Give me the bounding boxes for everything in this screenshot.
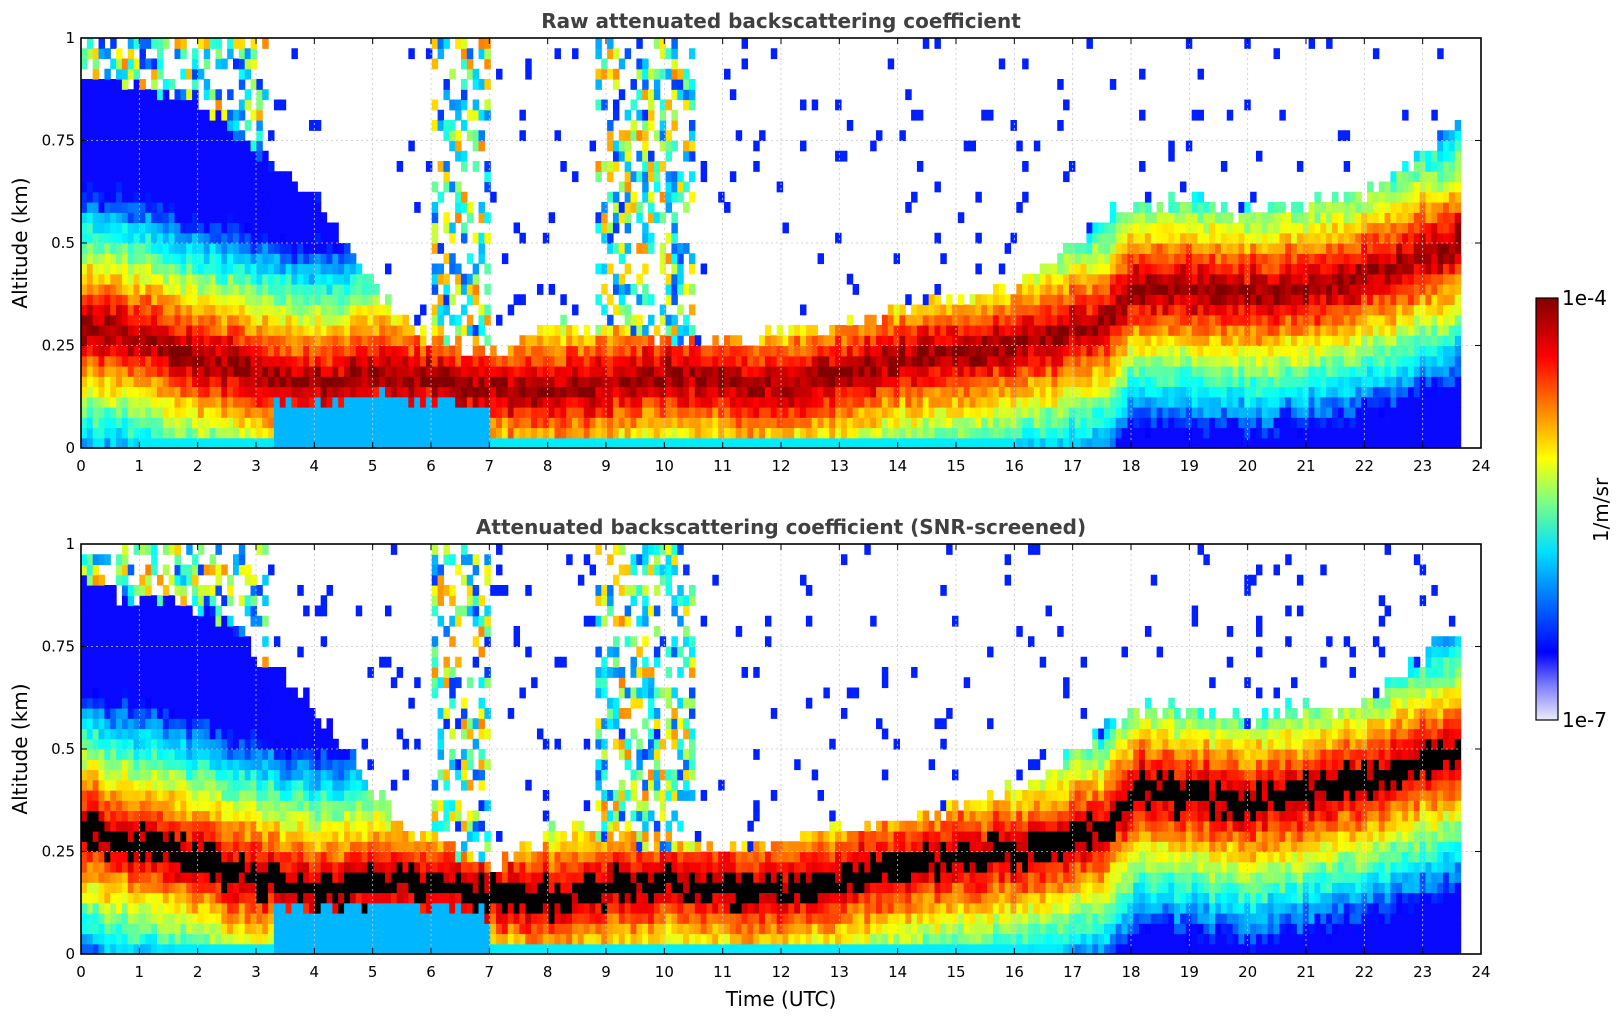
x-tick-label: 10 xyxy=(655,963,674,981)
y-tick-label: 0 xyxy=(65,945,75,963)
x-tick-label: 11 xyxy=(713,963,732,981)
colorbar-max-label: 1e-4 xyxy=(1562,286,1607,310)
x-tick-label: 11 xyxy=(713,457,732,475)
gridlines xyxy=(81,544,1481,954)
x-tick-label: 23 xyxy=(1413,963,1432,981)
y-tick-label: 0 xyxy=(65,439,75,457)
colorbar-gradient xyxy=(1535,297,1559,721)
y-tick-label: 1 xyxy=(65,535,75,553)
x-axis: 0 1 2 3 4 5 6 7 8 9 10 11 12 13 14 15 16 17 18 19 20 21 22 23 24 xyxy=(76,544,1491,981)
y-axis-label: Altitude (km) xyxy=(8,177,32,308)
x-tick-label: 24 xyxy=(1471,457,1490,475)
x-tick-label: 7 xyxy=(485,457,495,475)
y-axis: 0 0.25 0.5 0.75 1 xyxy=(42,535,1481,963)
x-tick-label: 1 xyxy=(135,963,145,981)
chart-title: Raw attenuated backscattering coefficien… xyxy=(541,9,1021,33)
x-axis-label: Time (UTC) xyxy=(725,987,837,1011)
x-tick-label: 6 xyxy=(426,963,436,981)
y-tick-label: 0.25 xyxy=(42,337,75,355)
x-tick-label: 10 xyxy=(655,457,674,475)
colorbar-label: 1/m/sr xyxy=(1589,477,1613,542)
y-axis: 0 0.25 0.5 0.75 1 xyxy=(42,29,1481,457)
panel-screened: Attenuated backscattering coefficient (S… xyxy=(8,515,1491,1011)
x-tick-label: 5 xyxy=(368,457,378,475)
x-tick-label: 2 xyxy=(193,457,203,475)
x-tick-label: 7 xyxy=(485,963,495,981)
x-tick-label: 14 xyxy=(888,963,907,981)
x-tick-label: 15 xyxy=(946,457,965,475)
x-tick-label: 8 xyxy=(543,457,553,475)
x-tick-label: 4 xyxy=(310,457,320,475)
x-tick-label: 3 xyxy=(251,457,261,475)
x-tick-label: 5 xyxy=(368,963,378,981)
x-tick-label: 19 xyxy=(1180,457,1199,475)
x-tick-label: 3 xyxy=(251,963,261,981)
panel-raw: Raw attenuated backscattering coefficien… xyxy=(8,9,1491,475)
x-axis: 0 1 2 3 4 5 6 7 8 9 10 11 12 13 14 15 16 17 18 19 20 21 22 23 24 xyxy=(76,38,1491,475)
x-tick-label: 13 xyxy=(830,457,849,475)
x-tick-label: 24 xyxy=(1471,963,1490,981)
x-tick-label: 19 xyxy=(1180,963,1199,981)
y-tick-label: 0.5 xyxy=(51,234,75,252)
x-tick-label: 18 xyxy=(1121,457,1140,475)
x-tick-label: 14 xyxy=(888,457,907,475)
y-tick-label: 0.25 xyxy=(42,843,75,861)
x-tick-label: 20 xyxy=(1238,963,1257,981)
x-tick-label: 4 xyxy=(310,963,320,981)
x-tick-label: 1 xyxy=(135,457,145,475)
x-tick-label: 21 xyxy=(1296,963,1315,981)
heatmap-image xyxy=(81,544,1462,954)
x-tick-label: 12 xyxy=(771,457,790,475)
y-tick-label: 0.75 xyxy=(42,638,75,656)
x-tick-label: 17 xyxy=(1063,457,1082,475)
x-tick-label: 2 xyxy=(193,963,203,981)
x-tick-label: 9 xyxy=(601,963,611,981)
colorbar: 1e-4 1e-7 1/m/sr xyxy=(1535,286,1613,732)
x-tick-label: 13 xyxy=(830,963,849,981)
x-tick-label: 0 xyxy=(76,963,86,981)
x-tick-label: 16 xyxy=(1005,963,1024,981)
x-tick-label: 18 xyxy=(1121,963,1140,981)
y-tick-label: 0.5 xyxy=(51,740,75,758)
x-tick-label: 0 xyxy=(76,457,86,475)
x-tick-label: 16 xyxy=(1005,457,1024,475)
x-tick-label: 9 xyxy=(601,457,611,475)
gridlines xyxy=(81,38,1481,448)
y-tick-label: 1 xyxy=(65,29,75,47)
y-axis-label: Altitude (km) xyxy=(8,683,32,814)
x-tick-label: 22 xyxy=(1355,457,1374,475)
x-tick-label: 21 xyxy=(1296,457,1315,475)
x-tick-label: 8 xyxy=(543,963,553,981)
colorbar-min-label: 1e-7 xyxy=(1562,708,1607,732)
chart-title: Attenuated backscattering coefficient (S… xyxy=(476,515,1086,539)
y-tick-label: 0.75 xyxy=(42,132,75,150)
x-tick-label: 20 xyxy=(1238,457,1257,475)
x-tick-label: 12 xyxy=(771,963,790,981)
x-tick-label: 15 xyxy=(946,963,965,981)
x-tick-label: 23 xyxy=(1413,457,1432,475)
x-tick-label: 6 xyxy=(426,457,436,475)
x-tick-label: 22 xyxy=(1355,963,1374,981)
x-tick-label: 17 xyxy=(1063,963,1082,981)
